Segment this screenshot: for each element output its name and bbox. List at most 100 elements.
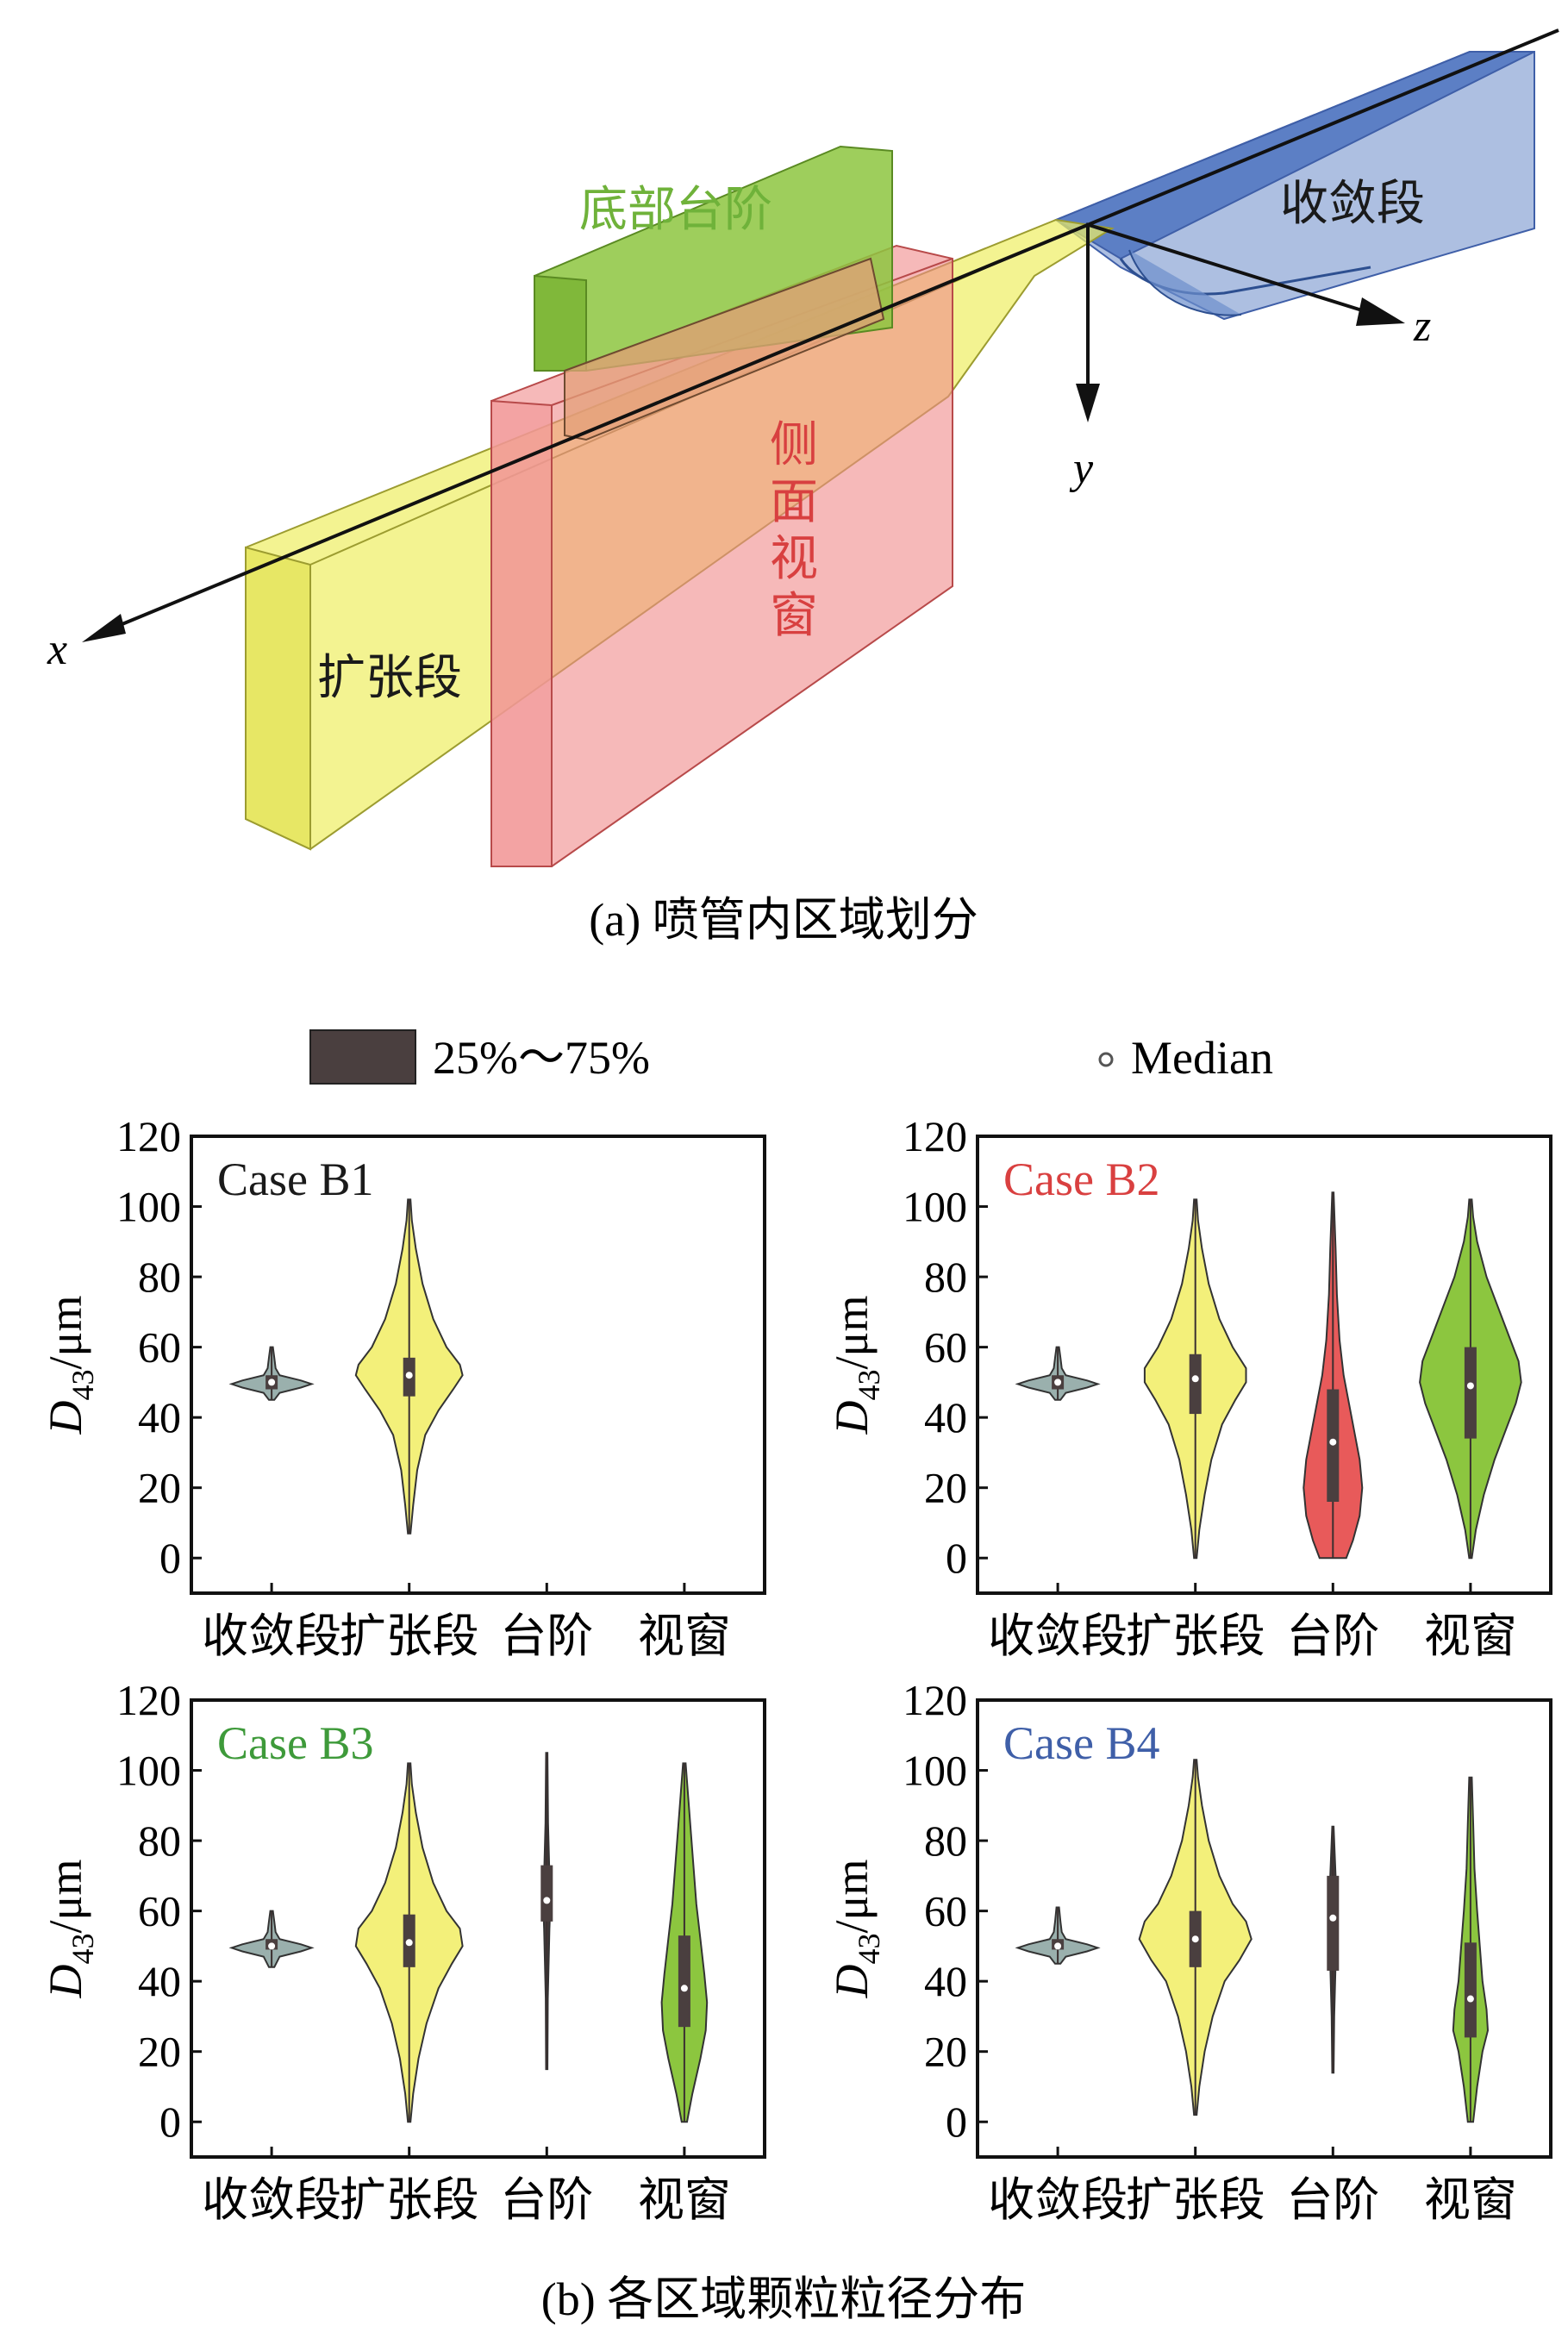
y-tick-label: 60 <box>138 1323 181 1372</box>
median-marker <box>543 1897 551 1904</box>
y-axis-label: D43/μm <box>40 1860 100 1999</box>
median-marker <box>268 1379 276 1386</box>
legend-median-marker <box>1098 1052 1114 1067</box>
legend-box-label: 25%～75% <box>433 1032 650 1084</box>
label-side-window: 侧面视窗 <box>770 419 818 643</box>
plot-frame <box>190 1698 766 2159</box>
y-tick-label: 20 <box>924 2028 967 2076</box>
median-marker <box>1329 1438 1337 1446</box>
y-tick-label: 80 <box>138 1253 181 1301</box>
chart-title: Case B2 <box>1003 1153 1160 1205</box>
iqr-box <box>1327 1389 1340 1502</box>
panel-b-caption: (b) 各区域颗粒粒径分布 <box>541 2273 1026 2325</box>
iqr-box <box>1464 1942 1477 2038</box>
y-tick-label: 40 <box>924 1393 967 1441</box>
x-tick-label: 台阶 <box>500 2174 593 2226</box>
nozzle-schematic <box>82 28 1559 867</box>
y-tick-label: 0 <box>946 1534 967 1582</box>
bottom-step-block <box>534 145 893 441</box>
y-tick-label: 80 <box>924 1816 967 1865</box>
median-marker <box>405 1939 413 1947</box>
y-tick-label: 60 <box>924 1323 967 1372</box>
iqr-box <box>540 1865 553 1922</box>
x-tick-label: 台阶 <box>1286 2174 1379 2226</box>
coordinate-axes <box>82 28 1559 642</box>
plot-frame <box>190 1135 766 1595</box>
y-tick-label: 100 <box>903 1183 967 1231</box>
y-axis-label: D43/μm <box>40 1296 100 1435</box>
iqr-box <box>1464 1347 1477 1439</box>
panel-a-caption: (a) 喷管内区域划分 <box>589 894 978 946</box>
axis-label-z: z <box>1413 302 1431 351</box>
plot-frame <box>976 1698 1552 2159</box>
y-tick-label: 0 <box>159 2098 181 2146</box>
x-tick-label: 扩张段 <box>340 1610 479 1662</box>
iqr-box <box>1189 1354 1202 1415</box>
median-marker <box>1191 1375 1199 1383</box>
y-tick-label: 0 <box>946 2098 967 2146</box>
y-tick-label: 120 <box>903 1112 967 1160</box>
median-marker <box>1466 1382 1474 1390</box>
y-tick-label: 20 <box>138 2028 181 2076</box>
x-tick-label: 扩张段 <box>340 2174 479 2226</box>
y-tick-label: 60 <box>138 1887 181 1935</box>
chart-title: Case B4 <box>1003 1717 1160 1769</box>
y-tick-label: 120 <box>116 1676 181 1724</box>
y-tick-label: 120 <box>903 1676 967 1724</box>
x-tick-label: 收敛段 <box>988 2174 1128 2226</box>
legend-box-swatch <box>309 1029 416 1085</box>
chart-title: Case B3 <box>217 1717 374 1769</box>
y-tick-label: 20 <box>138 1464 181 1512</box>
y-tick-label: 100 <box>116 1183 181 1231</box>
x-tick-label: 扩张段 <box>1126 1610 1265 1662</box>
median-marker <box>1054 1379 1062 1386</box>
y-tick-label: 60 <box>924 1887 967 1935</box>
axis-label-y: y <box>1069 444 1094 493</box>
iqr-box <box>678 1935 690 2028</box>
x-tick-label: 视窗 <box>638 1610 731 1662</box>
median-marker <box>1329 1914 1337 1922</box>
x-tick-label: 收敛段 <box>202 1610 341 1662</box>
y-axis-label: D43/μm <box>826 1296 886 1435</box>
x-tick-label: 视窗 <box>1424 2174 1517 2226</box>
label-converging: 收敛段 <box>1280 178 1425 231</box>
x-tick-label: 视窗 <box>1424 1610 1517 1662</box>
chart-title: Case B1 <box>217 1153 374 1205</box>
y-tick-label: 40 <box>924 1957 967 2005</box>
y-tick-label: 120 <box>116 1112 181 1160</box>
y-tick-label: 40 <box>138 1957 181 2005</box>
axis-label-x: x <box>47 625 67 674</box>
y-tick-label: 80 <box>138 1816 181 1865</box>
iqr-box <box>1327 1875 1340 1971</box>
y-tick-label: 100 <box>116 1747 181 1795</box>
x-tick-label: 视窗 <box>638 2174 731 2226</box>
median-marker <box>268 1942 276 1950</box>
median-marker <box>1054 1942 1062 1950</box>
y-tick-label: 80 <box>924 1253 967 1301</box>
y-axis-label: D43/μm <box>826 1860 886 1999</box>
y-tick-label: 40 <box>138 1393 181 1441</box>
label-bottom-step: 底部台阶 <box>579 184 772 237</box>
x-tick-label: 收敛段 <box>988 1610 1128 1662</box>
x-tick-label: 收敛段 <box>202 2174 341 2226</box>
median-marker <box>1466 1995 1474 2003</box>
legend: 25%～75% Median <box>309 1029 1273 1085</box>
y-tick-label: 100 <box>903 1747 967 1795</box>
x-tick-label: 台阶 <box>500 1610 593 1662</box>
legend-median-label: Median <box>1131 1032 1273 1084</box>
y-tick-label: 20 <box>924 1464 967 1512</box>
median-marker <box>405 1372 413 1379</box>
plot-frame <box>976 1135 1552 1595</box>
median-marker <box>680 1985 688 1992</box>
x-tick-label: 扩张段 <box>1126 2174 1265 2226</box>
median-marker <box>1191 1935 1199 1943</box>
y-tick-label: 0 <box>159 1534 181 1582</box>
label-diverging: 扩张段 <box>317 652 462 705</box>
x-tick-label: 台阶 <box>1286 1610 1379 1662</box>
